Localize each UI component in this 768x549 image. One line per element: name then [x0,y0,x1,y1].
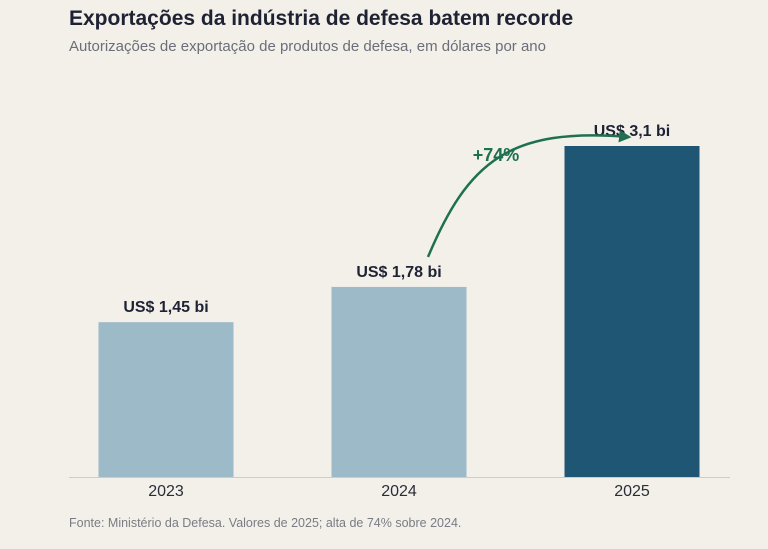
x-tick-2023: 2023 [148,483,184,500]
data-label-2025: US$ 3,1 bi [594,123,670,140]
x-tick-2025: 2025 [614,483,650,500]
growth-annotation: +74% [473,145,520,165]
bar-2023 [98,322,234,477]
source-note: Fonte: Ministério da Defesa. Valores de … [69,516,462,530]
bar-2025 [564,146,700,477]
chart-title: Exportações da indústria de defesa batem… [69,7,574,30]
growth-arrow [426,129,632,258]
x-tick-2024: 2024 [381,483,417,500]
data-label-2024: US$ 1,78 bi [356,264,441,281]
chart-subtitle: Autorizações de exportação de produtos d… [69,38,546,55]
data-label-2023: US$ 1,45 bi [123,299,208,316]
bar-2024 [331,286,467,477]
